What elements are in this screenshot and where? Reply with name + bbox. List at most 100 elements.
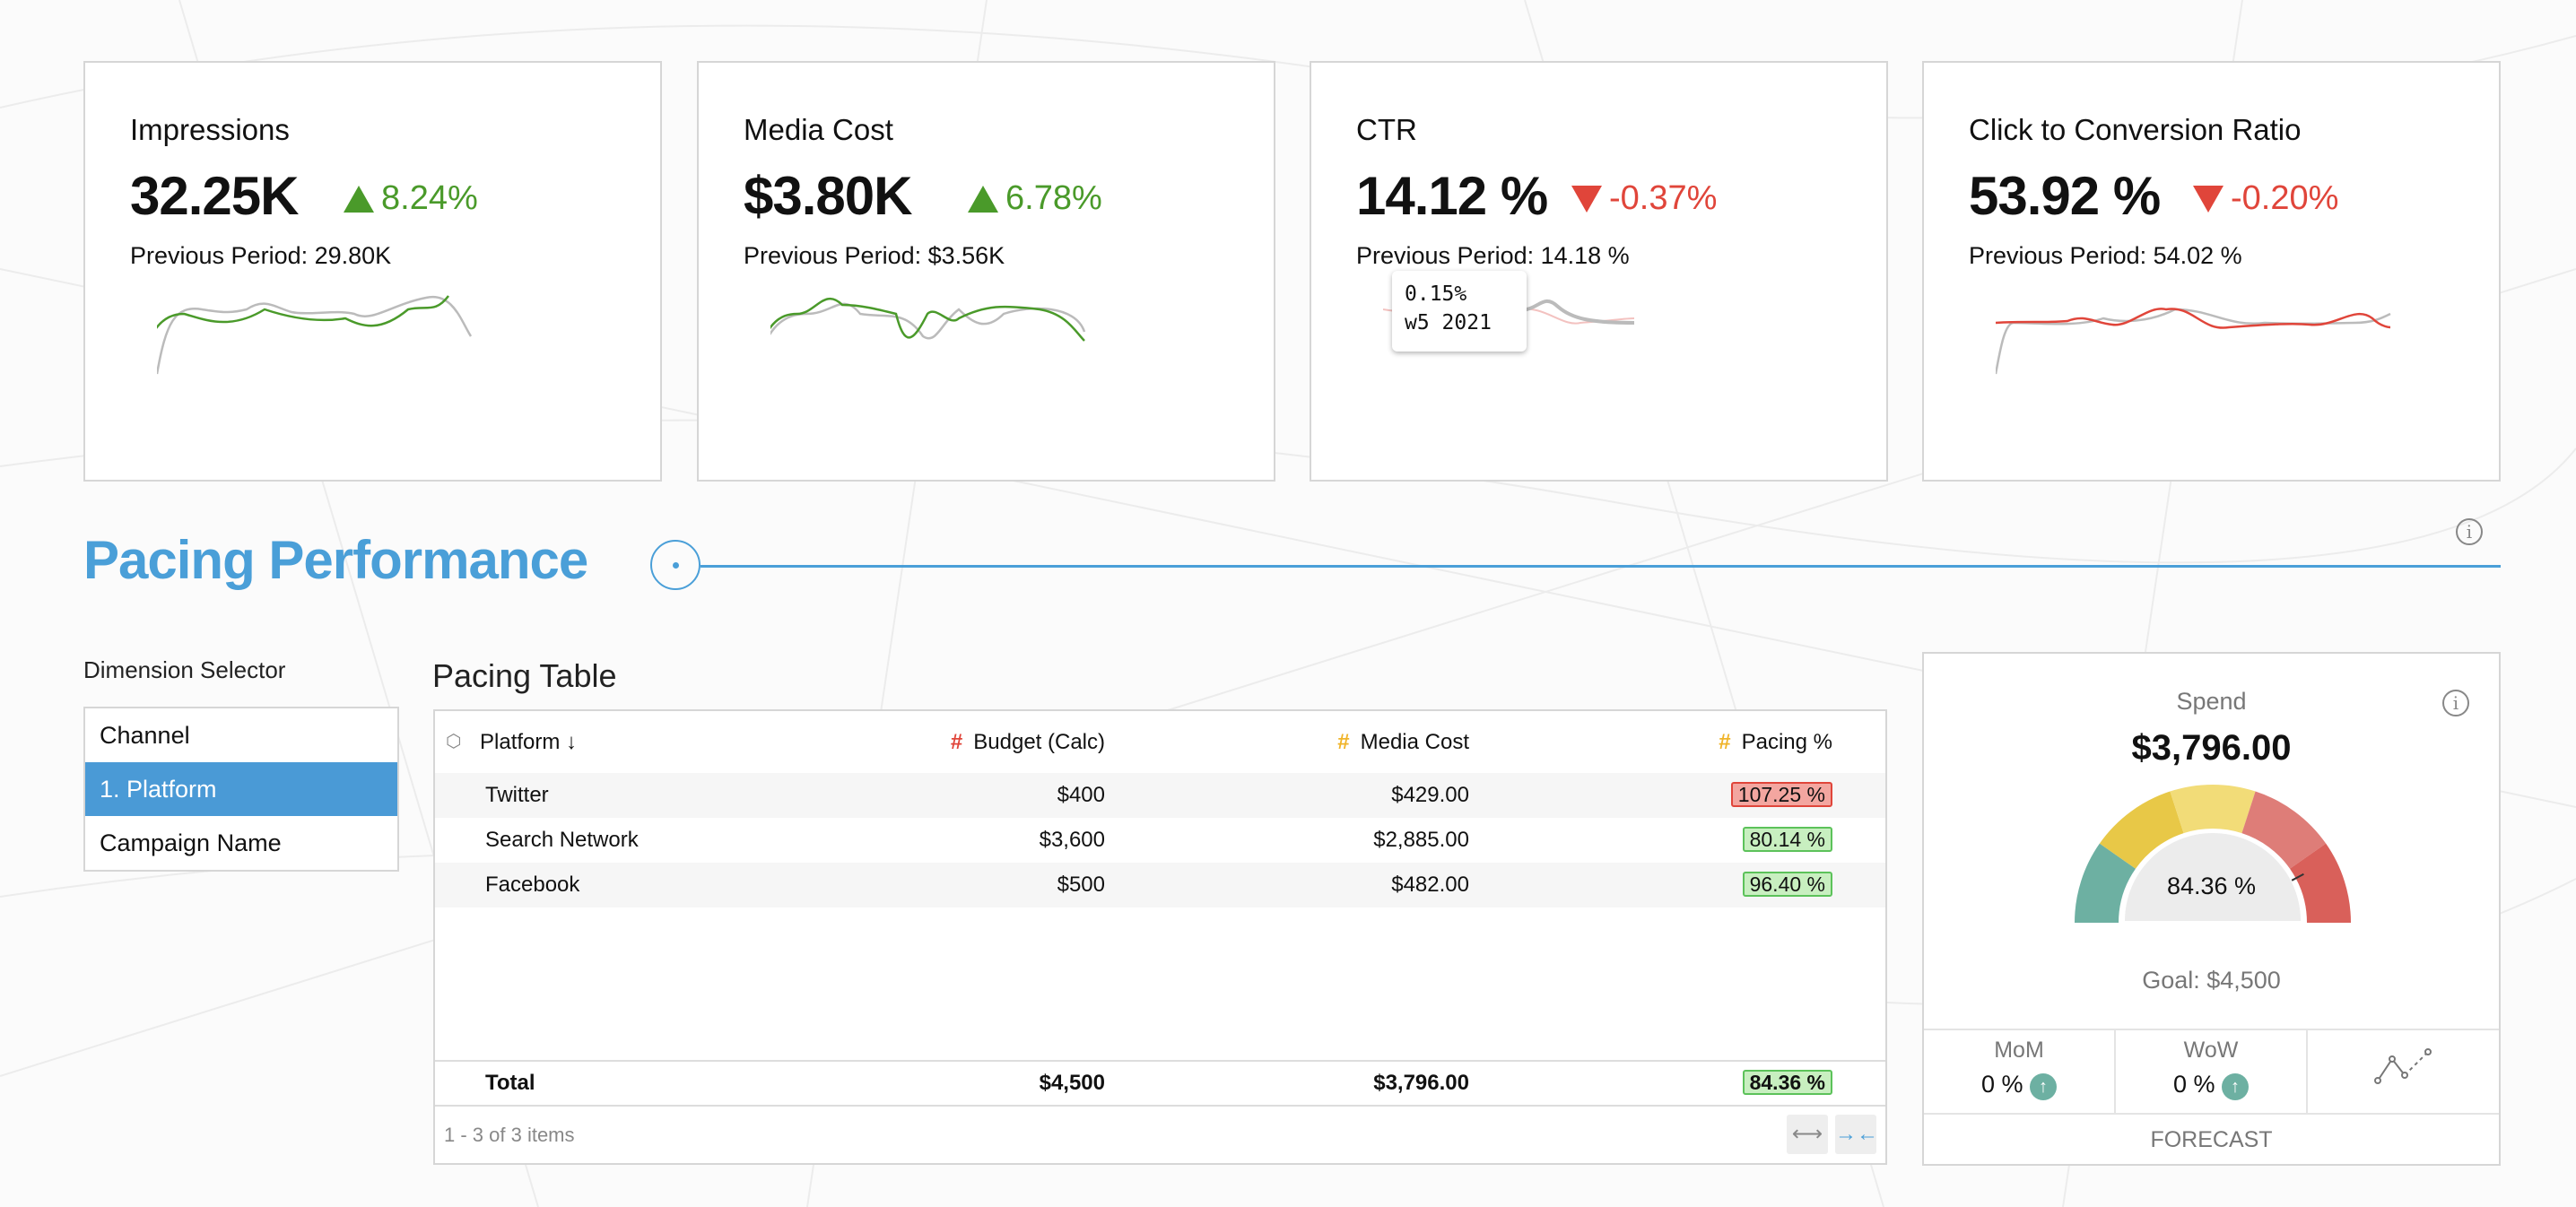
column-header-budget[interactable]: # Budget (Calc) <box>951 711 1105 773</box>
tooltip-label: w5 2021 <box>1405 311 1492 334</box>
spend-gauge-card: Spend i $3,796.00 84.36 % Goal: $4,500 M… <box>1922 652 2501 1166</box>
column-label: Pacing % <box>1741 730 1832 754</box>
triangle-down-icon <box>2193 185 2224 213</box>
kpi-previous: Previous Period: 54.02 % <box>1969 242 2242 269</box>
arrow-up-circle-icon: ↑ <box>2222 1073 2250 1100</box>
column-header-platform[interactable]: Platform ↓ <box>480 711 577 773</box>
dimension-cube-icon: ⬡ <box>446 732 462 751</box>
goal-label: Goal: $4,500 <box>2142 967 2281 994</box>
wow-value: 0 % <box>2172 1071 2215 1098</box>
kpi-delta-value: -0.20% <box>2231 179 2339 217</box>
mom-stat: MoM 0 % ↑ <box>1924 1029 2116 1113</box>
expand-columns-button[interactable]: ⟷ <box>1787 1115 1828 1154</box>
gauge-segment <box>2170 785 2256 834</box>
dimension-selector-label: Dimension Selector <box>83 656 286 683</box>
cell-budget: $3,600 <box>1039 828 1105 852</box>
gauge-segment <box>2075 843 2136 923</box>
table-row[interactable]: Twitter $400 $429.00 107.25 % <box>435 773 1885 818</box>
pacing-table: ⬡ Platform ↓ # Budget (Calc) # Media Cost … <box>433 709 1887 1165</box>
dimension-option-campaign-name[interactable]: Campaign Name <box>100 829 282 856</box>
info-icon[interactable]: i <box>2456 518 2483 545</box>
triangle-down-icon <box>1571 185 1602 213</box>
gauge-segment <box>2241 791 2327 869</box>
kpi-delta-value: 6.78% <box>1005 179 1102 217</box>
total-media-cost: $3,796.00 <box>1373 1071 1469 1095</box>
gauge-needle <box>2291 873 2304 881</box>
cell-platform: Search Network <box>485 828 639 852</box>
info-icon[interactable]: i <box>2442 690 2469 716</box>
cell-media-cost: $482.00 <box>1391 873 1469 897</box>
section-divider <box>701 565 2501 568</box>
mom-label: MoM <box>1994 1038 2044 1063</box>
kpi-delta: -0.20% <box>2193 179 2338 218</box>
dimension-selector-list: Channel 1. Platform Campaign Name <box>83 707 399 872</box>
kpi-title: Impressions <box>130 113 290 146</box>
dimension-option-platform[interactable]: 1. Platform <box>85 762 397 816</box>
column-label: Platform <box>480 730 561 754</box>
tooltip-value: 0.15% <box>1405 282 1467 306</box>
pacing-badge: 96.40 % <box>1742 872 1832 897</box>
kpi-title: Click to Conversion Ratio <box>1969 113 2302 146</box>
cell-platform: Twitter <box>485 783 549 807</box>
forecast-chart-button[interactable] <box>2308 1029 2499 1113</box>
table-row[interactable]: Facebook $500 $482.00 96.40 % <box>435 863 1885 907</box>
cell-budget: $500 <box>1057 873 1105 897</box>
total-label: Total <box>485 1071 535 1095</box>
section-toggle-button[interactable] <box>650 540 701 590</box>
kpi-previous: Previous Period: 14.18 % <box>1356 242 1630 269</box>
spend-title: Spend <box>2176 688 2247 715</box>
triangle-up-icon <box>344 185 374 213</box>
cell-platform: Facebook <box>485 873 580 897</box>
gauge-percent: 84.36 % <box>2166 873 2257 899</box>
table-total-row: Total $4,500 $3,796.00 84.36 % <box>435 1060 1885 1107</box>
kpi-value: 53.92 % <box>1969 166 2161 226</box>
pacing-table-title: Pacing Table <box>432 657 617 694</box>
numeric-icon: # <box>950 730 963 754</box>
kpi-title: Media Cost <box>744 113 893 146</box>
table-header: ⬡ Platform ↓ # Budget (Calc) # Media Cost … <box>435 711 1885 775</box>
sparkline[interactable] <box>770 287 1255 377</box>
kpi-value: 14.12 % <box>1356 166 1548 226</box>
arrow-up-circle-icon: ↑ <box>2030 1073 2058 1100</box>
kpi-delta-value: -0.37% <box>1609 179 1718 217</box>
column-label: Media Cost <box>1360 730 1469 754</box>
gauge-segment <box>2099 791 2184 869</box>
trend-line-icon <box>2373 1048 2432 1084</box>
sparkline-tooltip: 0.15% w5 2021 <box>1392 271 1527 352</box>
dimension-option-channel[interactable]: Channel <box>100 722 190 749</box>
forecast-label[interactable]: FORECAST <box>1924 1113 2499 1166</box>
column-header-pacing[interactable]: # Pacing % <box>1719 711 1832 773</box>
kpi-value: 32.25K <box>130 166 299 226</box>
wow-stat: WoW 0 % ↑ <box>2116 1029 2308 1113</box>
kpi-delta: 6.78% <box>968 179 1102 218</box>
sort-down-icon: ↓ <box>566 730 578 754</box>
kpi-delta-value: 8.24% <box>381 179 478 217</box>
kpi-delta: -0.37% <box>1571 179 1717 218</box>
wow-label: WoW <box>2183 1038 2239 1063</box>
cell-media-cost: $429.00 <box>1391 783 1469 807</box>
spend-gauge <box>2075 785 2351 923</box>
total-budget: $4,500 <box>1039 1071 1105 1095</box>
pagination-info: 1 - 3 of 3 items <box>444 1124 575 1146</box>
kpi-card-impressions: Impressions 32.25K 8.24% Previous Period… <box>83 61 662 482</box>
kpi-card-media-cost: Media Cost $3.80K 6.78% Previous Period:… <box>697 61 1275 482</box>
kpi-title: CTR <box>1356 113 1417 146</box>
kpi-card-click-to-conversion: Click to Conversion Ratio 53.92 % -0.20%… <box>1922 61 2501 482</box>
kpi-value: $3.80K <box>744 166 912 226</box>
pacing-badge: 80.14 % <box>1742 827 1832 852</box>
sparkline[interactable] <box>157 287 641 377</box>
column-label: Budget (Calc) <box>973 730 1105 754</box>
numeric-icon: # <box>1719 730 1731 754</box>
total-pacing-badge: 84.36 % <box>1742 1070 1832 1095</box>
column-header-media-cost[interactable]: # Media Cost <box>1337 711 1469 773</box>
kpi-card-ctr: CTR 14.12 % -0.37% Previous Period: 14.1… <box>1310 61 1888 482</box>
gauge-segment <box>2290 843 2351 923</box>
pacing-badge: 107.25 % <box>1730 782 1832 807</box>
table-row[interactable]: Search Network $3,600 $2,885.00 80.14 % <box>435 818 1885 863</box>
section-title: Pacing Performance <box>83 530 588 590</box>
gauge-center <box>2125 833 2301 921</box>
kpi-previous: Previous Period: $3.56K <box>744 242 1005 269</box>
spend-value: $3,796.00 <box>2131 728 2292 768</box>
fit-columns-button[interactable]: →← <box>1835 1115 1878 1154</box>
sparkline[interactable] <box>1996 287 2480 377</box>
